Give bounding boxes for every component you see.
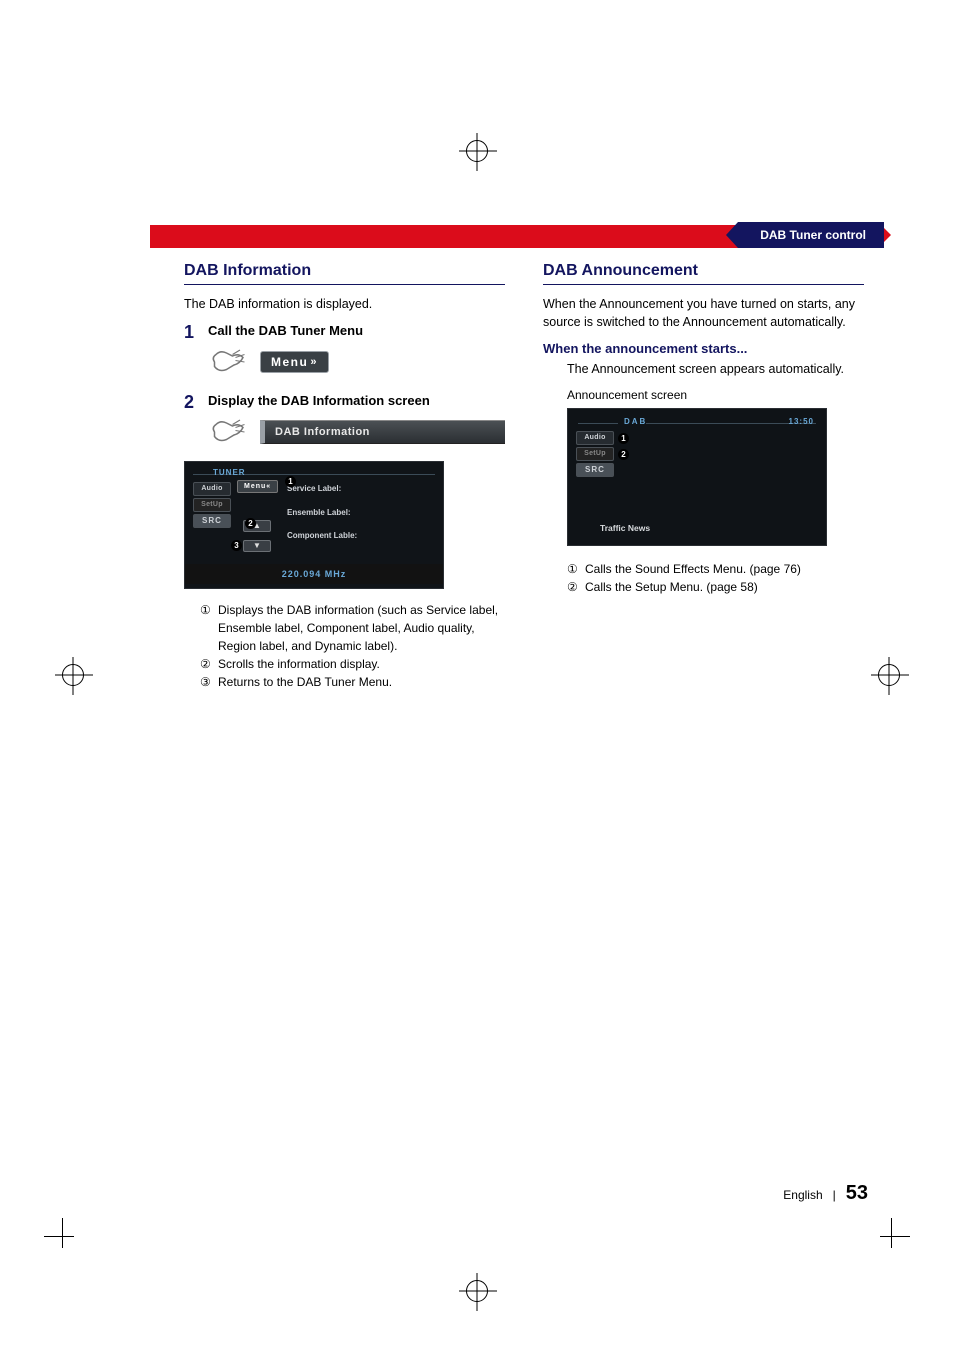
callout-3: 3: [231, 540, 242, 551]
src-button[interactable]: SRC: [576, 463, 614, 477]
right-column: DAB Announcement When the Announcement y…: [543, 262, 864, 691]
note-1-text: Displays the DAB information (such as Se…: [218, 601, 505, 655]
step-2-touch-row: DAB Information: [210, 417, 505, 447]
registration-mark-left: [62, 664, 84, 686]
frequency-readout: 220.094 MHz: [185, 564, 443, 584]
left-column: DAB Information The DAB information is d…: [184, 262, 505, 691]
touch-hand-icon: [210, 347, 246, 377]
note-2-text: Calls the Setup Menu. (page 58): [585, 578, 758, 596]
registration-mark-bottom: [466, 1280, 488, 1302]
dab-announcement-lead: When the Announcement you have turned on…: [543, 295, 864, 331]
note-2-text: Scrolls the information display.: [218, 655, 380, 673]
callout-2: 2: [618, 449, 629, 460]
registration-mark-top: [466, 140, 488, 162]
traffic-news-label: Traffic News: [600, 523, 650, 533]
scroll-down-button[interactable]: ▼: [243, 540, 271, 552]
menu-button[interactable]: Menu »: [260, 351, 329, 373]
note-3-text: Returns to the DAB Tuner Menu.: [218, 673, 392, 691]
announcement-notes: ① Calls the Sound Effects Menu. (page 76…: [567, 560, 864, 596]
menu-button-chevron: »: [310, 356, 318, 368]
dab-information-lead: The DAB information is displayed.: [184, 295, 505, 313]
note-2-num: ②: [200, 655, 214, 673]
note-1-text: Calls the Sound Effects Menu. (page 76): [585, 560, 801, 578]
announcement-subheading: When the announcement starts...: [543, 341, 864, 356]
src-button[interactable]: SRC: [193, 514, 231, 528]
component-label-line: Component Lable:: [287, 531, 435, 541]
note-3-num: ③: [200, 673, 214, 691]
frame-line-left: [578, 423, 618, 424]
note-3: ③ Returns to the DAB Tuner Menu.: [200, 673, 505, 691]
footer-language: English: [783, 1188, 822, 1202]
setup-button[interactable]: SetUp: [576, 447, 614, 461]
step-2-title: Display the DAB Information screen: [208, 393, 430, 408]
step-2: 2 Display the DAB Information screen: [184, 393, 505, 411]
step-1-number: 1: [184, 323, 200, 341]
audio-button[interactable]: Audio: [193, 482, 231, 496]
ann-frame-title: DAB: [624, 417, 647, 426]
callout-1: 1: [618, 433, 629, 444]
tuner-ui-screenshot: TUNER Audio SetUp SRC Menu« ▲ ▼ Service …: [184, 461, 444, 589]
step-1-touch-row: Menu »: [210, 347, 505, 377]
tuner-frame-title: TUNER: [213, 468, 246, 477]
tuner-notes: ① Displays the DAB information (such as …: [200, 601, 505, 691]
content-columns: DAB Information The DAB information is d…: [184, 262, 864, 691]
menu-button-label: Menu: [271, 355, 308, 369]
announcement-ui-screenshot: DAB 13:50 Audio SetUp SRC 1 2 Traffic Ne…: [567, 408, 827, 546]
step-1: 1 Call the DAB Tuner Menu: [184, 323, 505, 341]
footer-separator: |: [833, 1188, 836, 1202]
dab-information-pill[interactable]: DAB Information: [260, 420, 505, 444]
menu-back-button[interactable]: Menu«: [237, 480, 278, 493]
dab-announcement-heading: DAB Announcement: [543, 262, 864, 285]
info-lines: Service Label: Ensemble Label: Component…: [287, 484, 435, 555]
note-2: ② Calls the Setup Menu. (page 58): [567, 578, 864, 596]
note-2-num: ②: [567, 578, 581, 596]
registration-mark-right: [878, 664, 900, 686]
dab-information-heading: DAB Information: [184, 262, 505, 285]
page-footer: English | 53: [783, 1182, 868, 1205]
crop-mark-bottom-right: [880, 1218, 910, 1248]
header-band: DAB Tuner control: [150, 225, 884, 248]
announcement-caption: Announcement screen: [567, 388, 864, 402]
note-1-num: ①: [567, 560, 581, 578]
step-2-number: 2: [184, 393, 200, 411]
service-label-line: Service Label:: [287, 484, 435, 494]
note-1-num: ①: [200, 601, 214, 655]
note-1: ① Calls the Sound Effects Menu. (page 76…: [567, 560, 864, 578]
audio-button[interactable]: Audio: [576, 431, 614, 445]
footer-page-number: 53: [846, 1182, 868, 1205]
note-2: ② Scrolls the information display.: [200, 655, 505, 673]
step-1-title: Call the DAB Tuner Menu: [208, 323, 363, 338]
crop-mark-bottom-left: [44, 1218, 74, 1248]
header-tab: DAB Tuner control: [738, 222, 884, 248]
ensemble-label-line: Ensemble Label:: [287, 508, 435, 518]
setup-button[interactable]: SetUp: [193, 498, 231, 512]
touch-hand-icon: [210, 417, 246, 447]
announcement-subbody: The Announcement screen appears automati…: [567, 360, 864, 378]
ann-time: 13:50: [789, 417, 814, 426]
note-1: ① Displays the DAB information (such as …: [200, 601, 505, 655]
header-tab-label: DAB Tuner control: [760, 228, 866, 242]
